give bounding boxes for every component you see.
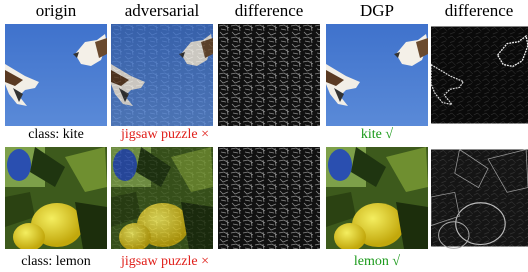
column-header: difference (430, 1, 528, 21)
column-header: difference (216, 1, 322, 21)
image-detail (218, 147, 320, 249)
image-detail (218, 24, 320, 126)
origin-image (5, 24, 107, 126)
image-detail (431, 27, 528, 124)
adversarial-prediction: jigsaw puzzle × (111, 254, 219, 270)
column-header: adversarial (110, 1, 214, 21)
column-header: origin (5, 1, 107, 21)
difference-image (431, 147, 528, 249)
dgp-prediction: kite √ (326, 127, 428, 143)
dgp-image (326, 147, 428, 249)
column-header: DGP (326, 1, 428, 21)
image-detail (326, 147, 428, 249)
dgp-image (326, 24, 428, 126)
image-detail (111, 147, 213, 249)
difference-image (431, 24, 528, 126)
origin-image (5, 147, 107, 249)
adversarial-prediction: jigsaw puzzle × (111, 127, 219, 143)
image-detail (5, 24, 107, 126)
image-detail (326, 24, 428, 126)
dgp-prediction: lemon √ (326, 254, 428, 270)
difference-image (218, 24, 320, 126)
adversarial-image (111, 24, 213, 126)
difference-image (218, 147, 320, 249)
image-detail (111, 24, 213, 126)
class-label: class: lemon (0, 254, 112, 270)
figure: origin adversarial difference DGP differ… (0, 0, 528, 272)
class-label: class: kite (5, 127, 107, 143)
image-detail (5, 147, 107, 249)
image-detail (431, 150, 528, 249)
adversarial-image (111, 147, 213, 249)
